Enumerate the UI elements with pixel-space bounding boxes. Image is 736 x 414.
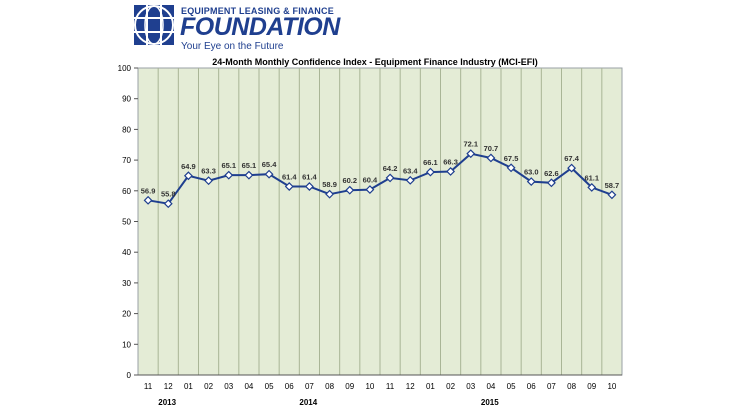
x-tick-label: 04: [486, 382, 495, 391]
data-point: [567, 163, 577, 173]
y-tick-label: 70: [122, 156, 131, 165]
data-label: 55.8: [161, 190, 176, 199]
y-tick-label: 40: [122, 248, 131, 257]
x-tick-label: 07: [305, 382, 314, 391]
data-label: 65.1: [242, 161, 257, 170]
x-tick-label: 05: [507, 382, 516, 391]
data-point: [224, 170, 234, 180]
data-point: [385, 173, 395, 183]
x-tick-label: 03: [466, 382, 475, 391]
data-label: 67.4: [564, 154, 579, 163]
x-tick-label: 10: [607, 382, 616, 391]
data-point: [546, 178, 556, 188]
data-point: [264, 169, 274, 179]
data-label: 61.4: [282, 173, 297, 182]
logo-tagline: Your Eye on the Future: [181, 41, 284, 52]
x-tick-label: 03: [224, 382, 233, 391]
x-tick-label: 02: [446, 382, 455, 391]
data-point: [446, 167, 456, 176]
data-label: 63.4: [403, 166, 418, 175]
data-point: [304, 182, 314, 191]
y-tick-label: 20: [122, 310, 131, 319]
data-label: 72.1: [463, 140, 478, 149]
data-label: 60.4: [363, 176, 378, 185]
data-point: [405, 175, 415, 185]
data-label: 70.7: [484, 144, 499, 153]
data-point: [325, 189, 335, 199]
logo-org-top: EQUIPMENT LEASING & FINANCE: [181, 6, 334, 16]
x-tick-label: 12: [164, 382, 173, 391]
globe-logo-icon: [132, 3, 176, 47]
data-label: 60.2: [342, 176, 357, 185]
y-tick-label: 30: [122, 279, 131, 288]
x-tick-label: 08: [325, 382, 334, 391]
y-tick-label: 10: [122, 340, 131, 349]
data-label: 66.1: [423, 158, 438, 167]
data-label: 61.1: [584, 173, 599, 182]
chart-title: 24-Month Monthly Confidence Index - Equi…: [212, 57, 538, 67]
data-point: [183, 171, 193, 181]
data-point: [607, 190, 617, 200]
year-label: 2013: [158, 398, 177, 407]
data-point: [143, 195, 153, 205]
y-tick-label: 100: [118, 64, 132, 73]
data-point: [506, 163, 516, 173]
data-label: 64.2: [383, 164, 398, 173]
data-label: 64.9: [181, 162, 196, 171]
x-tick-label: 04: [244, 382, 253, 391]
data-point: [163, 199, 173, 209]
x-tick-label: 12: [406, 382, 415, 391]
x-tick-label: 01: [184, 382, 193, 391]
y-tick-label: 90: [122, 95, 131, 104]
data-point: [466, 149, 476, 159]
x-tick-label: 09: [587, 382, 596, 391]
logo-org-main: FOUNDATION: [180, 13, 340, 41]
data-label: 63.3: [201, 167, 216, 176]
data-label: 65.4: [262, 160, 277, 169]
data-label: 58.7: [605, 181, 620, 190]
year-label: 2014: [299, 398, 318, 407]
y-tick-label: 50: [122, 218, 131, 227]
x-tick-label: 02: [204, 382, 213, 391]
data-label: 56.9: [141, 186, 156, 195]
data-point: [345, 185, 355, 195]
x-tick-label: 01: [426, 382, 435, 391]
data-label: 62.6: [544, 169, 559, 178]
y-tick-label: 60: [122, 187, 131, 196]
data-label: 65.1: [221, 161, 236, 170]
x-tick-label: 11: [386, 382, 395, 391]
foundation-logo: EQUIPMENT LEASING & FINANCE FOUNDATION Y…: [132, 3, 352, 53]
data-point: [244, 170, 254, 180]
data-point: [284, 182, 294, 191]
data-point: [486, 153, 496, 163]
data-label: 66.3: [443, 157, 458, 166]
x-tick-label: 06: [285, 382, 294, 391]
data-label: 67.5: [504, 154, 519, 163]
year-label: 2015: [480, 398, 499, 407]
x-tick-label: 08: [567, 382, 576, 391]
x-tick-label: 05: [265, 382, 274, 391]
x-tick-label: 11: [144, 382, 153, 391]
x-tick-label: 06: [527, 382, 536, 391]
data-point: [587, 182, 597, 192]
x-tick-label: 07: [547, 382, 556, 391]
data-point: [204, 176, 214, 186]
data-point: [425, 167, 435, 177]
data-label: 61.4: [302, 173, 317, 182]
data-point: [365, 185, 375, 195]
x-tick-label: 09: [345, 382, 354, 391]
data-label: 58.9: [322, 180, 337, 189]
x-tick-label: 10: [365, 382, 374, 391]
y-tick-label: 80: [122, 125, 131, 134]
data-label: 63.0: [524, 168, 539, 177]
data-point: [526, 177, 536, 187]
y-tick-label: 0: [127, 371, 132, 380]
